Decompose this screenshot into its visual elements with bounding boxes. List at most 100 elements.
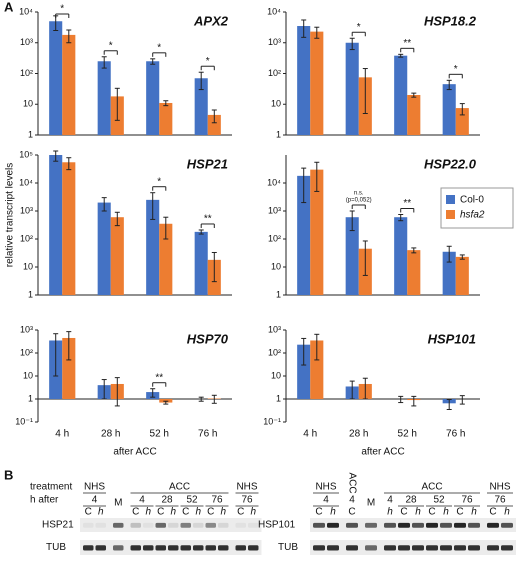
- time-label: 76: [211, 495, 223, 506]
- y-tick-label: 10: [23, 99, 33, 109]
- bar: [297, 26, 311, 136]
- bar: [159, 223, 173, 295]
- y-tick-label: 10³: [20, 324, 33, 334]
- time-label: 4: [349, 495, 355, 506]
- y-tick-label: 10⁴: [19, 6, 33, 16]
- treatment-label: ACC: [421, 482, 442, 493]
- y-tick-label: 10⁴: [267, 177, 281, 187]
- time-label: 4: [139, 495, 145, 506]
- band: [95, 522, 106, 528]
- y-tick-label: 1: [28, 393, 33, 403]
- marker-band: [113, 522, 124, 528]
- marker-band: [365, 522, 377, 528]
- significance: (p=0,052): [346, 198, 372, 204]
- x-tick-label: 28 h: [349, 429, 368, 440]
- panel-label: B: [4, 467, 13, 482]
- lane-label: C: [456, 507, 463, 518]
- y-tick-label: 10: [271, 261, 281, 271]
- significance: n.s.: [354, 191, 364, 197]
- lane-label: C: [85, 507, 92, 518]
- bar: [146, 61, 160, 135]
- bar: [394, 55, 408, 135]
- bar: [49, 155, 63, 295]
- band: [384, 545, 396, 551]
- y-tick-label: 1: [28, 289, 33, 299]
- significance: **: [155, 372, 163, 383]
- chart-title: HSP22.0: [424, 156, 477, 171]
- y-tick-label: 10⁴: [267, 6, 281, 16]
- y-tick-label: 1: [28, 129, 33, 139]
- band: [384, 522, 396, 528]
- band: [412, 522, 424, 528]
- significance: *: [157, 42, 161, 53]
- band: [426, 522, 438, 528]
- band: [218, 545, 229, 551]
- bar: [297, 344, 311, 399]
- y-tick-label: 1: [276, 289, 281, 299]
- band: [168, 522, 179, 528]
- band: [313, 545, 325, 551]
- x-tick-label: 76 h: [198, 429, 217, 440]
- y-tick-label: 1: [276, 129, 281, 139]
- lane-label: h: [145, 507, 151, 518]
- significance: **: [403, 38, 411, 49]
- lane-label: C: [489, 507, 496, 518]
- bar: [207, 114, 221, 135]
- bar: [62, 337, 76, 399]
- x-tick-label: 52 h: [398, 429, 417, 440]
- band: [143, 545, 154, 551]
- band: [218, 522, 229, 528]
- band: [180, 545, 191, 551]
- band: [143, 522, 154, 528]
- band: [346, 545, 358, 551]
- bar: [194, 231, 208, 295]
- band: [193, 522, 204, 528]
- time-label: 4: [387, 495, 393, 506]
- time-label: 4: [92, 495, 98, 506]
- lane-label: h: [443, 507, 449, 518]
- y-tick-label: 10²: [268, 233, 281, 243]
- y-tick-label: 10²: [20, 68, 33, 78]
- lane-label: h: [170, 507, 176, 518]
- lane-label: h: [415, 507, 421, 518]
- band: [193, 545, 204, 551]
- protein-label: HSP21: [42, 520, 74, 531]
- lane-label: C: [132, 507, 139, 518]
- y-tick-label: 10³: [268, 205, 281, 215]
- band: [487, 522, 499, 528]
- bar: [455, 108, 469, 135]
- band: [205, 545, 216, 551]
- x-tick-label: 4 h: [55, 429, 69, 440]
- band: [130, 545, 141, 551]
- band: [468, 522, 480, 528]
- band: [205, 522, 216, 528]
- y-tick-label: 10³: [20, 205, 33, 215]
- chart-title: HSP70: [187, 331, 229, 346]
- significance: **: [204, 214, 212, 225]
- bar: [345, 217, 359, 295]
- bar: [62, 162, 76, 295]
- significance: **: [403, 198, 411, 209]
- legend-box: [440, 187, 514, 229]
- bar: [97, 202, 111, 295]
- y-tick-label: 10: [271, 99, 281, 109]
- band: [168, 545, 179, 551]
- lane-label: h: [504, 507, 510, 518]
- x-axis-label: after ACC: [113, 447, 156, 458]
- lane-label: h: [98, 507, 104, 518]
- legend-swatch: [446, 210, 455, 219]
- significance: *: [357, 22, 361, 33]
- y-tick-label: 10³: [268, 324, 281, 334]
- band: [180, 522, 191, 528]
- band: [440, 545, 452, 551]
- chart-title: APX2: [193, 13, 229, 28]
- bar: [146, 199, 160, 295]
- panel-label: A: [4, 0, 14, 14]
- bar: [310, 31, 324, 135]
- lane-label: h: [387, 507, 393, 518]
- band: [346, 522, 358, 528]
- blot-strip: [80, 518, 262, 532]
- time-label: 76: [241, 495, 253, 506]
- band: [83, 545, 94, 551]
